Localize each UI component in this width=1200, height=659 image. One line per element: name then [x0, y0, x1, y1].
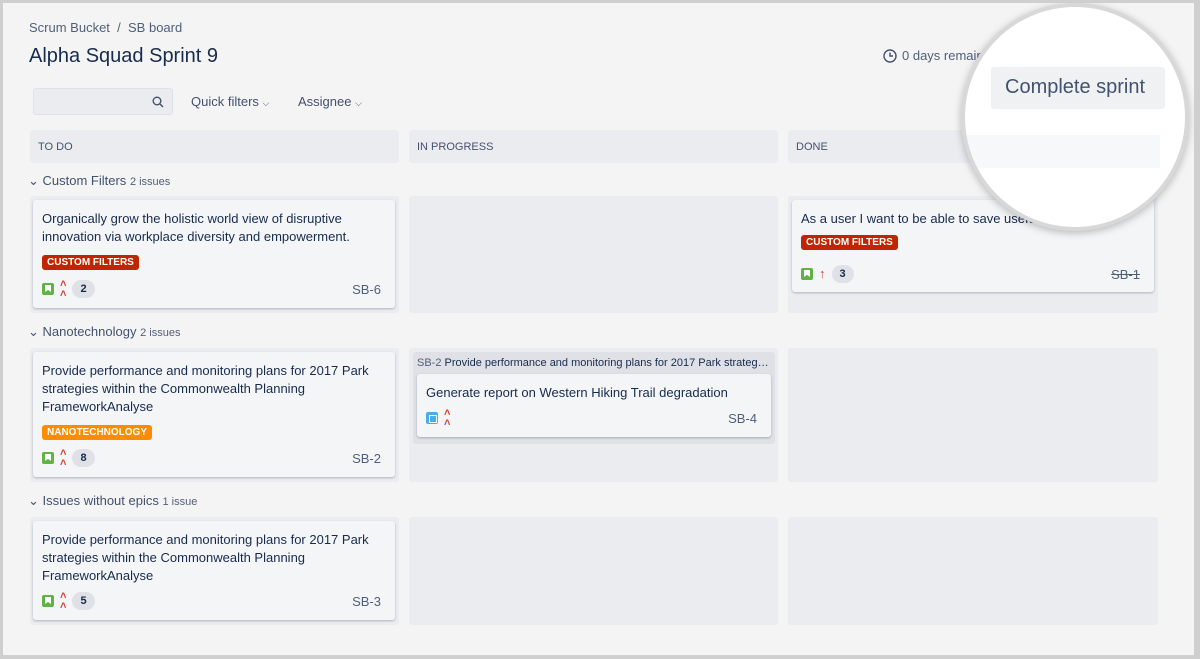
magnified-column-header — [965, 135, 1160, 168]
cell — [788, 348, 1158, 482]
swimlane-header-issues-without-epics[interactable]: ⌄ Issues without epics 1 issue — [28, 493, 198, 508]
parent-issue-group: SB-2 Provide performance and monitoring … — [413, 352, 775, 444]
swimlane-count: 2 issues — [129, 176, 171, 188]
story-points-badge: 2 — [72, 280, 95, 298]
cell — [409, 517, 778, 625]
column-header-todo: TO DO — [30, 130, 399, 163]
breadcrumb-separator: / — [117, 20, 121, 35]
swimlane-count: 2 issues — [140, 327, 181, 339]
breadcrumb-board[interactable]: SB board — [128, 20, 183, 35]
assignee-label: Assignee — [298, 94, 352, 109]
issue-key[interactable]: SB-2 — [352, 450, 381, 466]
issue-card-sb-4[interactable]: Generate report on Western Hiking Trail … — [417, 374, 771, 437]
board-page: Scrum Bucket / SB board Alpha Squad Spri… — [3, 3, 1194, 655]
priority-highest-icon: ˄ ˄ — [60, 447, 67, 469]
quick-filters-dropdown[interactable]: Quick filters ⌵ — [191, 94, 269, 109]
story-icon — [42, 283, 54, 295]
priority-highest-icon: ˄ ˄ — [60, 278, 67, 300]
priority-highest-icon: ˄ ˄ — [444, 407, 451, 429]
parent-issue-header[interactable]: SB-2 Provide performance and monitoring … — [417, 357, 771, 369]
swimlane-name: Nanotechnology — [42, 324, 137, 339]
swimlane-header-nanotechnology[interactable]: ⌄ Nanotechnology 2 issues — [28, 324, 181, 339]
epic-label: CUSTOM FILTERS — [801, 235, 898, 250]
subtask-icon — [426, 412, 438, 424]
swimlane-header-custom-filters[interactable]: ⌄ Custom Filters 2 issues — [28, 173, 171, 188]
search-input[interactable] — [33, 88, 173, 115]
story-points-badge: 8 — [72, 449, 95, 467]
story-points-badge: 5 — [72, 592, 95, 610]
issue-card-sb-2[interactable]: Provide performance and monitoring plans… — [33, 352, 395, 477]
story-icon — [801, 268, 813, 280]
cell — [788, 517, 1158, 625]
swimlane-name: Issues without epics — [42, 493, 159, 508]
clock-icon — [883, 48, 897, 63]
story-icon — [42, 452, 54, 464]
issue-card-sb-6[interactable]: Organically grow the holistic world view… — [33, 200, 395, 308]
story-icon — [42, 595, 54, 607]
card-summary: Generate report on Western Hiking Trail … — [426, 385, 728, 400]
issue-key[interactable]: SB-4 — [728, 410, 757, 426]
issue-key[interactable]: SB-6 — [352, 281, 381, 297]
complete-sprint-button-magnified[interactable]: Complete sprint — [991, 67, 1165, 109]
issue-card-sb-3[interactable]: Provide performance and monitoring plans… — [33, 521, 395, 620]
swimlane-name: Custom Filters — [42, 173, 127, 188]
card-summary: As a user I want to be able to save usef… — [801, 211, 1074, 226]
card-summary: Organically grow the holistic world view… — [42, 211, 350, 244]
story-points-badge: 3 — [831, 265, 854, 283]
priority-highest-icon: ˄ ˄ — [60, 590, 67, 612]
cell — [409, 196, 778, 313]
card-summary: Provide performance and monitoring plans… — [42, 532, 369, 583]
column-header-in-progress: IN PROGRESS — [409, 130, 778, 163]
epic-label: NANOTECHNOLOGY — [42, 425, 152, 440]
issue-key[interactable]: SB-3 — [352, 593, 381, 609]
swimlane-count: 1 issue — [162, 496, 198, 508]
chevron-down-icon: ⌵ — [262, 98, 270, 108]
page-title: Alpha Squad Sprint 9 — [29, 45, 219, 67]
quick-filters-label: Quick filters — [191, 94, 259, 109]
parent-key: SB-2 — [417, 357, 442, 369]
parent-summary: Provide performance and monitoring plans… — [444, 357, 771, 369]
issue-key[interactable]: SB-1 — [1111, 266, 1140, 282]
epic-label: CUSTOM FILTERS — [42, 255, 139, 270]
card-summary: Provide performance and monitoring plans… — [42, 363, 369, 414]
search-icon — [152, 96, 164, 108]
breadcrumb: Scrum Bucket / SB board — [29, 20, 182, 35]
chevron-down-icon: ⌵ — [355, 98, 362, 108]
magnifier-callout: Complete sprint — [961, 3, 1189, 231]
breadcrumb-project[interactable]: Scrum Bucket — [29, 20, 110, 35]
priority-high-icon: ↑ — [819, 266, 826, 281]
assignee-dropdown[interactable]: Assignee ⌵ — [298, 94, 362, 109]
